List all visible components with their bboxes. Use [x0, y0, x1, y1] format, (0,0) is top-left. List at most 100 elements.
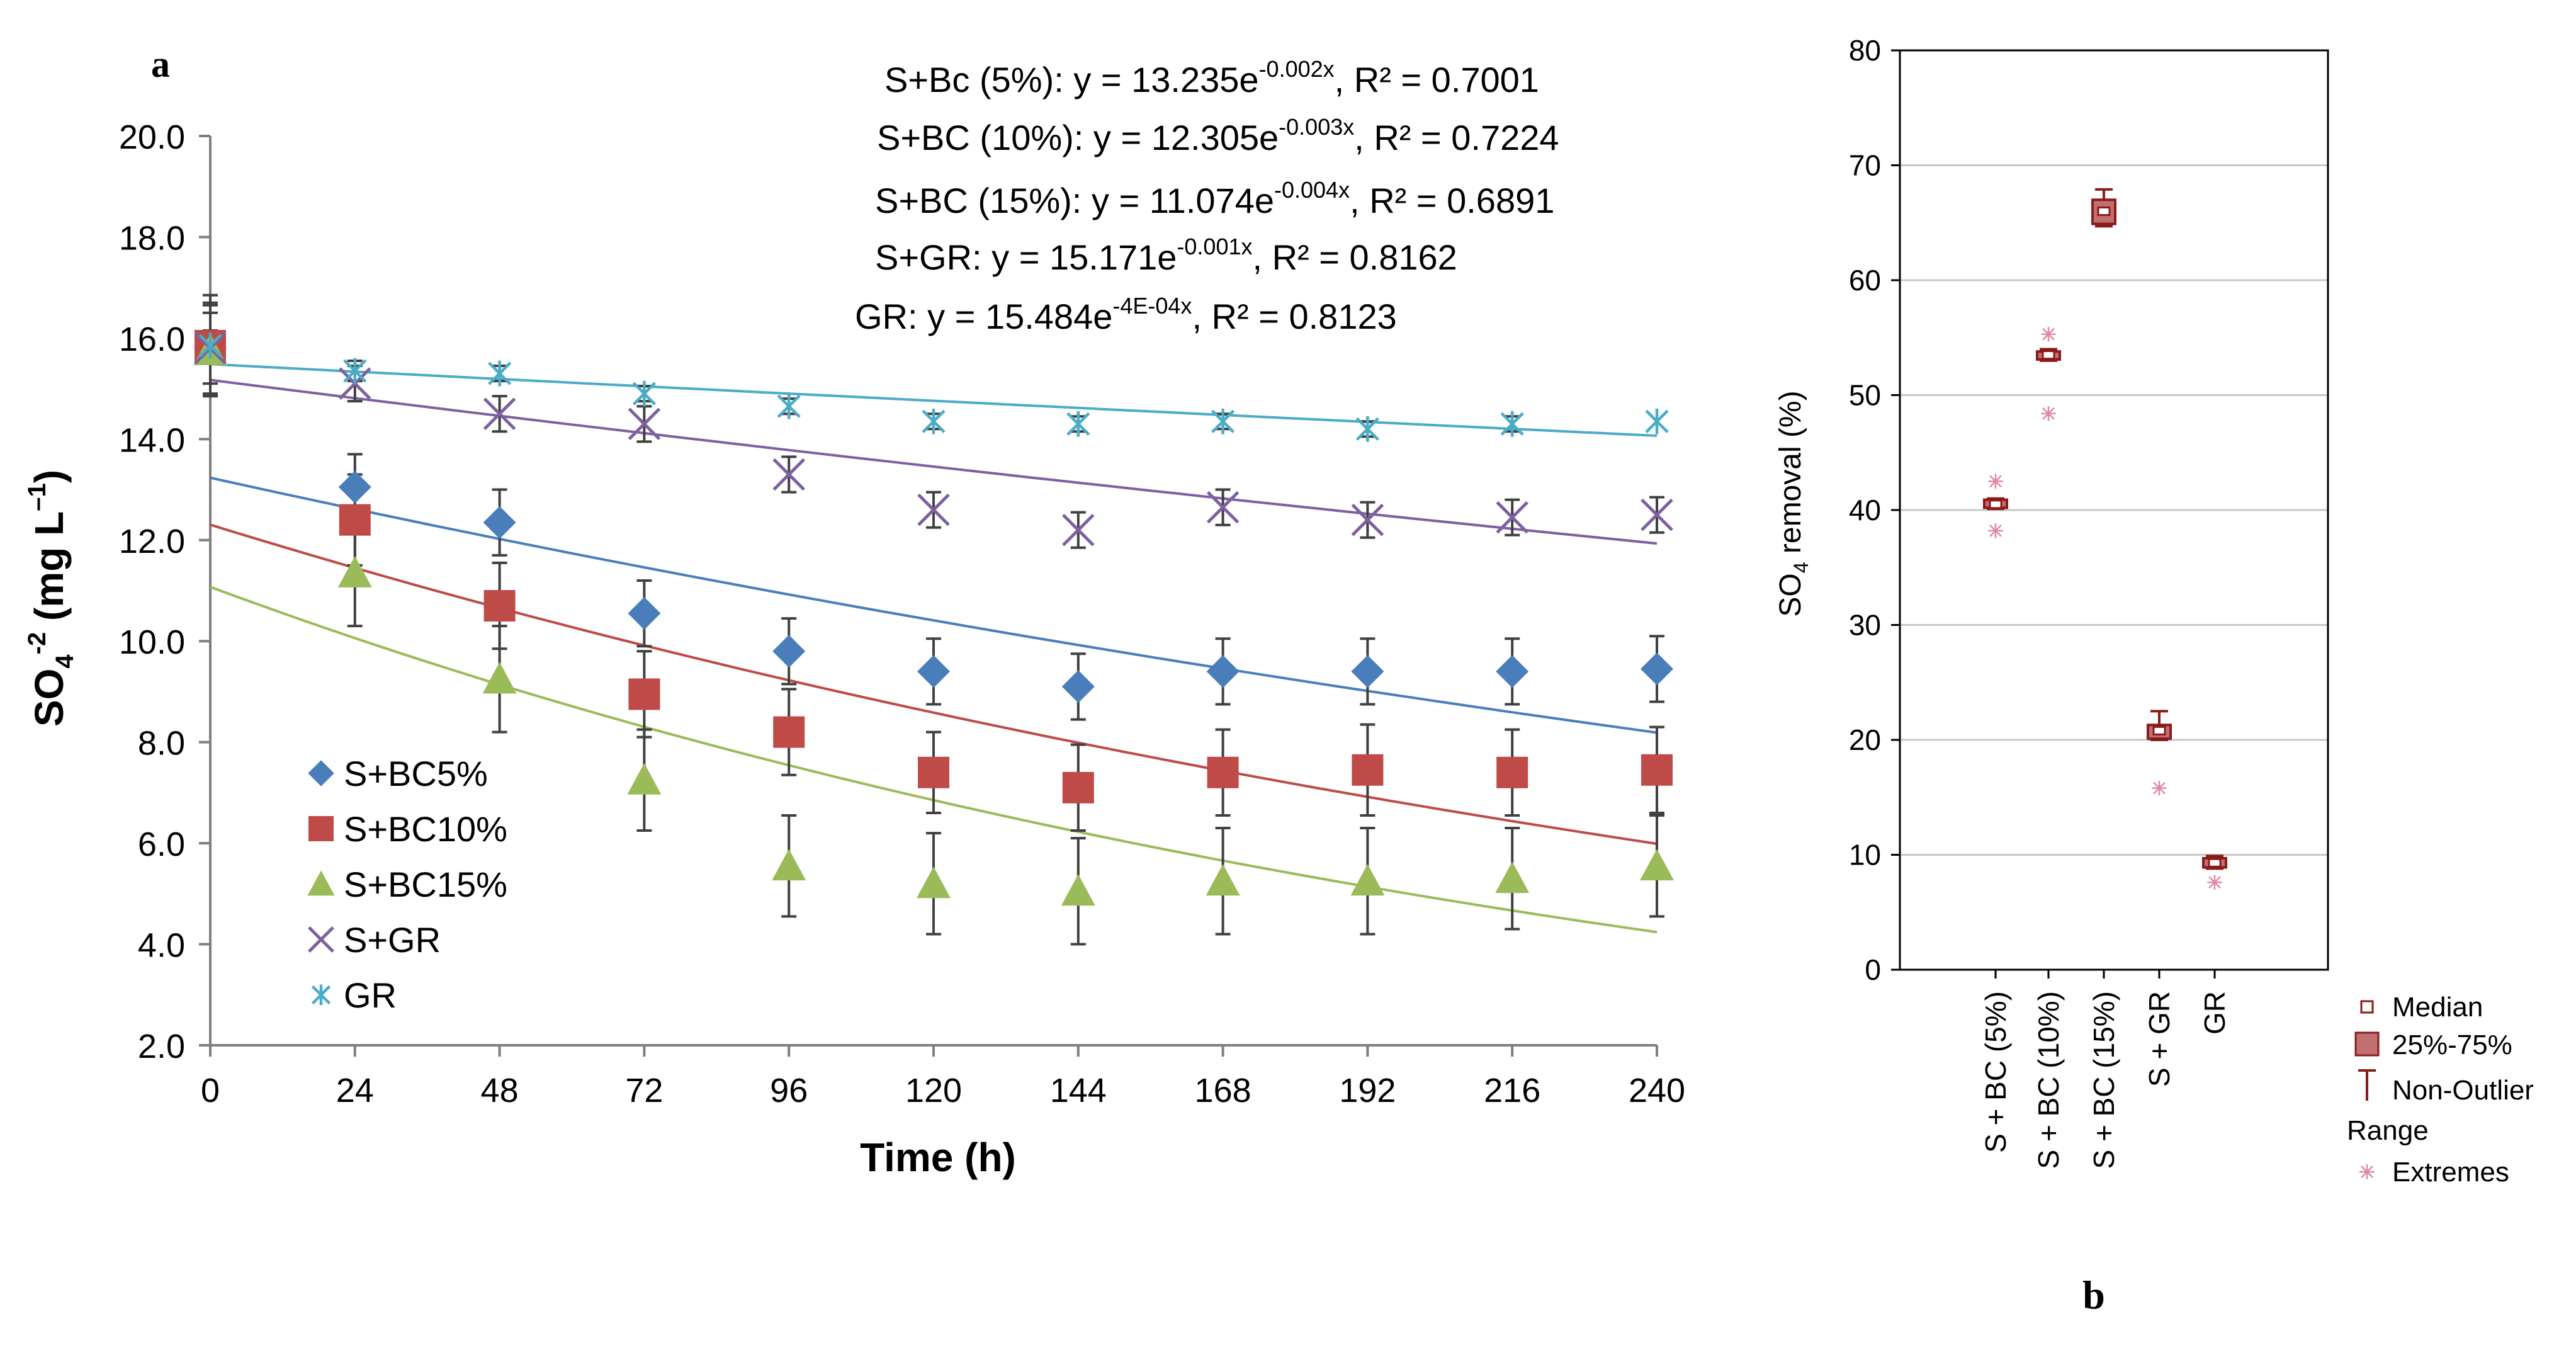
- median-marker: [2208, 858, 2222, 868]
- legend-label: S+GR: [344, 920, 441, 960]
- ylabel-part: SO: [26, 669, 72, 727]
- marker-s-gr: [1062, 513, 1095, 547]
- marker-s-bc5-: [1351, 655, 1384, 688]
- equation-r2: , R² = 0.6891: [1350, 181, 1554, 220]
- equation-text: S+Bc (5%): y = 13.235e: [884, 60, 1259, 99]
- extreme-point: [2041, 406, 2056, 421]
- equation-r2: , R² = 0.7224: [1354, 118, 1559, 157]
- extreme-point: [2152, 780, 2167, 796]
- equation-exponent: -0.001x: [1177, 234, 1252, 259]
- marker-s-bc5-: [1206, 655, 1240, 688]
- marker-gr: [343, 358, 367, 384]
- marker-s-bc10-: [1496, 756, 1528, 788]
- marker-s-gr: [1206, 491, 1240, 524]
- trendline-s-gr: [210, 378, 1658, 545]
- marker-s-bc10-: [483, 590, 516, 622]
- y-tick-label: 16.0: [119, 321, 185, 358]
- marker-gr: [1066, 411, 1090, 437]
- y-tick-label: 20.0: [119, 118, 185, 156]
- trendline-s-bc5-: [210, 476, 1658, 734]
- trend-equation: GR: y = 15.484e-4E-04x, R² = 0.8123: [855, 293, 1397, 336]
- marker-gr: [1500, 411, 1524, 437]
- x-axis-title: Time (h): [860, 1135, 1016, 1180]
- y-tick-label: 12.0: [119, 523, 185, 560]
- equation-text: S+BC (15%): y = 11.074e: [875, 181, 1274, 220]
- marker-s-bc5-: [1061, 670, 1095, 703]
- marker-s-gr: [772, 458, 805, 491]
- marker-s-bc10-: [773, 716, 805, 748]
- category-label: S + GR: [2143, 991, 2176, 1087]
- trendline-gr: [210, 363, 1658, 437]
- y-tick-label: 8.0: [138, 725, 185, 763]
- legend-marker: [307, 870, 335, 896]
- median-marker: [2042, 350, 2055, 360]
- legend-marker: [311, 984, 331, 1006]
- ylabel-sub: 4: [51, 654, 79, 669]
- marker-gr: [198, 332, 222, 359]
- category-label: GR: [2198, 991, 2231, 1035]
- extreme-point: [1988, 474, 2003, 489]
- legend-box-label: 25%-75%: [2392, 1030, 2512, 1060]
- y-tick-label: 70: [1849, 149, 1881, 182]
- y-axis-title-b: SO4 removal (%): [1774, 390, 1812, 616]
- y-tick-label: 80: [1849, 34, 1881, 67]
- equation-exponent: -4E-04x: [1112, 293, 1192, 319]
- equation-r2: , R² = 0.8162: [1253, 237, 1457, 277]
- legend-median-icon: [2360, 1000, 2374, 1014]
- panel-a: a 2.0 4.0 6.0 8.0 10.0 12.0 14.0 16.0 18.0 20.0 0…: [23, 43, 1685, 1180]
- median-marker: [1989, 499, 2003, 509]
- marker-gr: [1645, 408, 1669, 434]
- x-tick-label: 48: [481, 1072, 519, 1109]
- legend-marker: [308, 926, 334, 953]
- y-tick-label: 4.0: [138, 927, 185, 965]
- x-tick-label: 240: [1629, 1072, 1685, 1109]
- legend-label: GR: [344, 975, 397, 1015]
- extreme-point: [2041, 327, 2056, 342]
- trend-equation: S+Bc (5%): y = 13.235e-0.002x, R² = 0.70…: [884, 56, 1539, 99]
- extreme-point: [1988, 523, 2003, 538]
- marker-gr: [777, 393, 801, 419]
- marker-s-bc15-: [917, 866, 951, 899]
- marker-s-bc15-: [1350, 864, 1385, 896]
- x-tick-label: 72: [625, 1072, 663, 1109]
- marker-s-gr: [1496, 501, 1528, 534]
- marker-s-bc10-: [628, 678, 660, 710]
- legend-box-icon: [2354, 1031, 2380, 1057]
- marker-gr: [488, 360, 512, 387]
- marker-gr: [1355, 416, 1379, 442]
- y-tick-label: 60: [1849, 264, 1881, 297]
- marker-s-bc15-: [627, 763, 662, 795]
- legend-whisker-label: Non-Outlier: [2392, 1075, 2534, 1106]
- marker-s-bc5-: [1496, 655, 1529, 688]
- x-tick-label: 96: [770, 1072, 808, 1109]
- equation-exponent: -0.002x: [1259, 56, 1335, 82]
- y-tick-label: 14.0: [119, 421, 185, 459]
- trend-equation: S+BC (15%): y = 11.074e-0.004x, R² = 0.6…: [875, 177, 1554, 220]
- equation-text: S+GR: y = 15.171e: [875, 237, 1177, 277]
- marker-s-bc5-: [628, 597, 661, 630]
- marker-gr: [1211, 408, 1235, 434]
- ylabel-units: (mg L: [26, 511, 72, 632]
- marker-s-gr: [1351, 503, 1384, 536]
- category-label: S + BC (15%): [2087, 991, 2120, 1169]
- legend-marker: [308, 816, 334, 841]
- y-tick-label: 6.0: [138, 826, 185, 863]
- y-tick-label: 18.0: [119, 219, 185, 257]
- equation-exponent: -0.003x: [1279, 114, 1354, 140]
- legend-label: S+BC5%: [344, 754, 488, 793]
- marker-s-bc10-: [1207, 756, 1239, 788]
- category-label: S + BC (10%): [2032, 991, 2065, 1169]
- x-tick-label: 168: [1195, 1072, 1251, 1109]
- marker-s-bc5-: [772, 635, 806, 668]
- marker-s-gr: [628, 407, 661, 441]
- equation-r2: , R² = 0.8123: [1192, 297, 1396, 336]
- extreme-point: [2207, 875, 2222, 890]
- marker-s-gr: [483, 397, 516, 430]
- y-tick-label: 2.0: [138, 1028, 185, 1065]
- marker-s-bc15-: [482, 662, 517, 694]
- legend-extremes-label: Extremes: [2392, 1157, 2509, 1188]
- marker-s-bc15-: [337, 555, 372, 587]
- median-marker: [2152, 725, 2166, 735]
- marker-s-bc5-: [483, 506, 516, 539]
